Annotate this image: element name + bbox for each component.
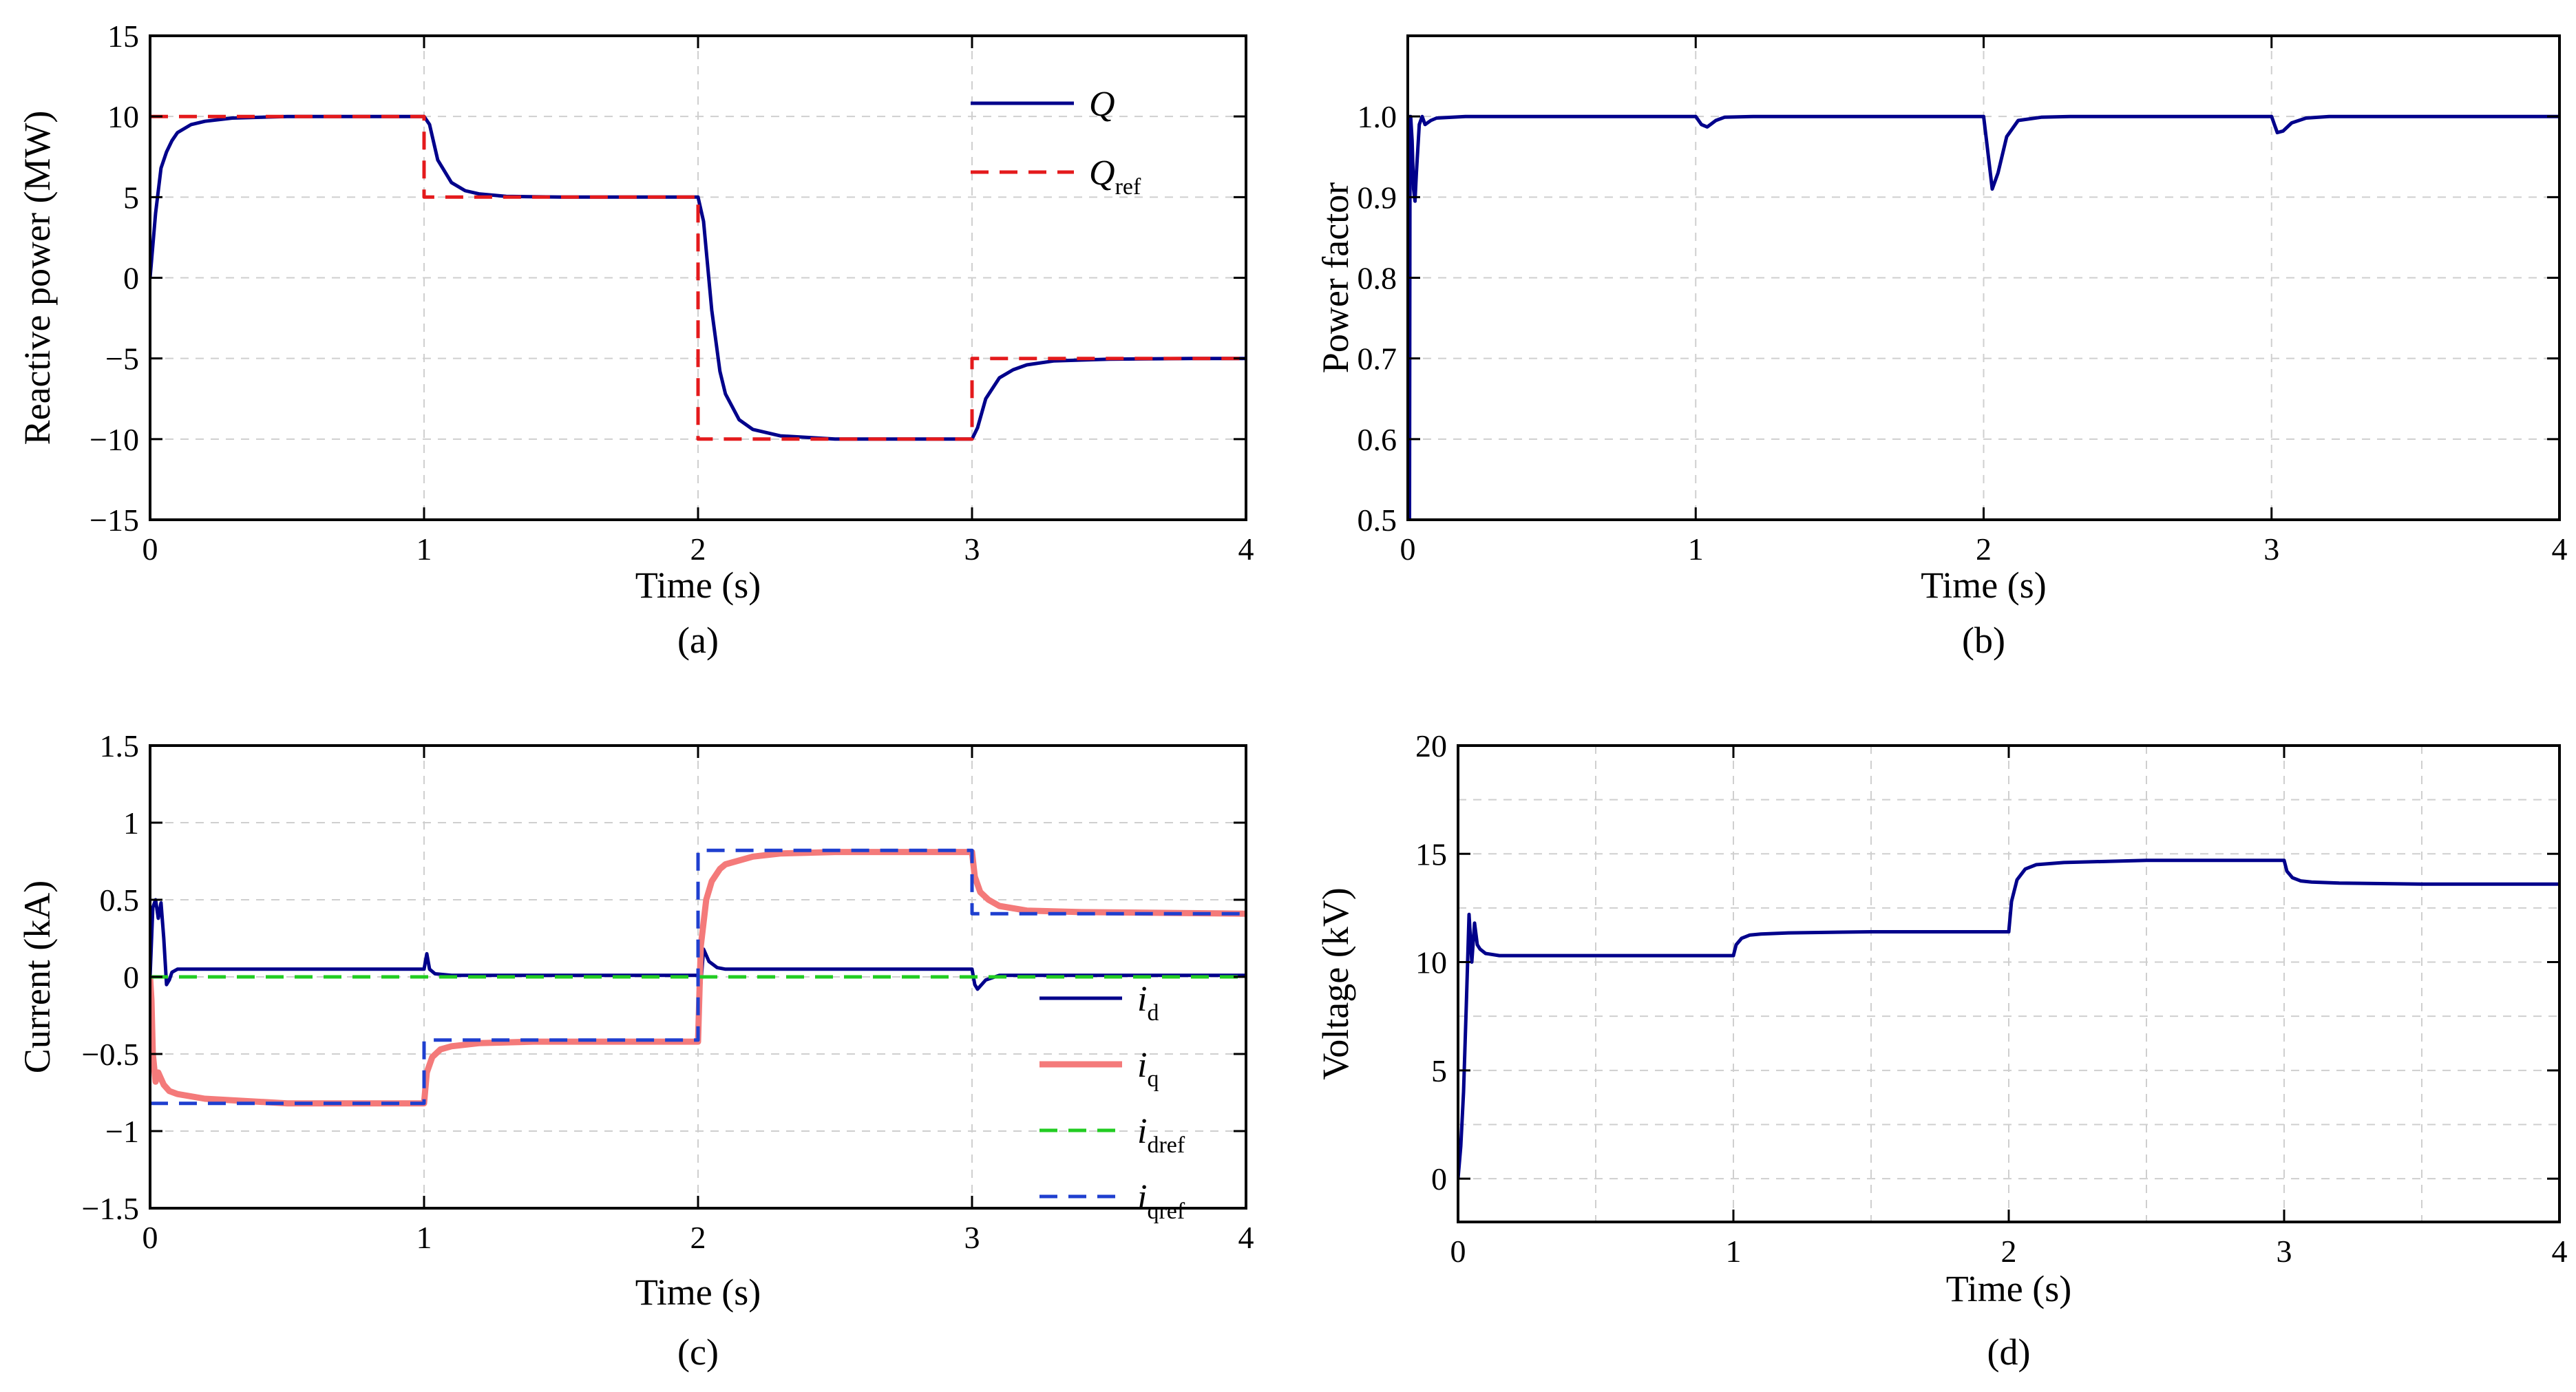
y-tick-label: 0.6 — [1358, 422, 1397, 457]
x-axis-title: Time (s) — [635, 1272, 761, 1313]
panel-label: (b) — [1962, 620, 2005, 661]
y-tick-label: 10 — [1415, 945, 1447, 980]
y-tick-label: −0.5 — [82, 1037, 139, 1072]
y-axis-title: Reactive power (MW) — [17, 111, 58, 445]
y-axis-title: Voltage (kV) — [1315, 887, 1356, 1079]
x-tick-label: 1 — [1688, 531, 1704, 567]
y-tick-label: 20 — [1415, 728, 1447, 763]
x-tick-label: 0 — [142, 1220, 158, 1255]
panel-d-voltage: 0 1 2 3 4 0 5 10 15 20 Time (s) Voltage (kV) (d) — [1315, 728, 2568, 1373]
panel-label: (d) — [1987, 1331, 2031, 1373]
x-axis-title: Time (s) — [1946, 1268, 2072, 1309]
legend-label-qref: Qref — [1089, 154, 1141, 200]
y-tick-label: −5 — [105, 341, 139, 377]
series-line — [1458, 858, 2559, 1179]
x-tick-label: 0 — [142, 531, 158, 567]
y-tick-label: −1.5 — [82, 1191, 139, 1226]
panel-label: (c) — [677, 1331, 719, 1373]
x-tick-label: 0 — [1400, 531, 1416, 567]
x-tick-label: 2 — [690, 531, 706, 567]
y-tick-label: 1.5 — [100, 728, 140, 763]
y-tick-label: 0.7 — [1358, 341, 1397, 377]
plot-frame — [1457, 744, 2561, 1223]
y-tick-label: 15 — [107, 19, 139, 54]
x-tick-label: 1 — [1726, 1234, 1742, 1269]
x-tick-label: 2 — [1976, 531, 1992, 567]
x-tick-label: 3 — [964, 1220, 980, 1255]
x-tick-label: 2 — [690, 1220, 706, 1255]
x-tick-label: 4 — [1238, 531, 1254, 567]
series-line-iqref — [150, 848, 1246, 1106]
x-tick-label: 1 — [416, 1220, 432, 1255]
x-tick-label: 4 — [2552, 531, 2568, 567]
panel-b-power-factor: 0 1 2 3 4 0.5 0.6 0.7 0.8 0.9 1.0 Time (s) Power fac… — [1315, 34, 2568, 661]
panel-label: (a) — [677, 620, 719, 661]
y-tick-label: 5 — [1431, 1053, 1447, 1088]
y-tick-label: 0 — [123, 960, 139, 995]
x-tick-label: 4 — [2552, 1234, 2568, 1269]
y-axis-title: Power factor — [1315, 182, 1356, 373]
y-tick-label: 0.5 — [100, 883, 140, 918]
y-tick-label: 0.9 — [1358, 180, 1397, 215]
legend-label-iqref: iqref — [1137, 1178, 1185, 1224]
panel-a-reactive-power: 0 1 2 3 4 −15 −10 −5 0 5 10 15 Time (s) Reactive powe… — [17, 19, 1254, 661]
x-axis-title: Time (s) — [635, 565, 761, 606]
legend-label-iq: iq — [1137, 1046, 1159, 1092]
x-tick-label: 3 — [964, 531, 980, 567]
y-tick-label: 0 — [123, 261, 139, 296]
y-tick-label: 0.8 — [1358, 261, 1397, 296]
y-tick-label: 0 — [1431, 1161, 1447, 1196]
y-tick-label: 1.0 — [1358, 99, 1397, 134]
x-tick-label: 3 — [2277, 1234, 2292, 1269]
y-tick-label: 10 — [107, 99, 139, 134]
x-tick-label: 3 — [2263, 531, 2279, 567]
x-tick-label: 2 — [2001, 1234, 2017, 1269]
y-tick-label: −10 — [89, 422, 139, 457]
x-axis-title: Time (s) — [1921, 565, 2047, 606]
legend-label-q: Q — [1089, 85, 1115, 124]
y-tick-label: −15 — [89, 503, 139, 538]
x-tick-label: 1 — [416, 531, 432, 567]
legend-label-idref: idref — [1137, 1112, 1185, 1158]
y-tick-label: 1 — [123, 805, 139, 841]
x-tick-label: 4 — [1238, 1220, 1254, 1255]
series-line-id — [150, 898, 1246, 991]
y-tick-label: 15 — [1415, 836, 1447, 872]
y-axis-title: Current (kA) — [17, 880, 58, 1073]
panel-c-current: 0 1 2 3 4 −1.5 −1 −0.5 0 0.5 1 1.5 Time (s) Current (… — [17, 728, 1254, 1373]
y-tick-label: 0.5 — [1358, 503, 1397, 538]
y-tick-label: −1 — [105, 1114, 139, 1149]
legend-label-id: id — [1137, 980, 1159, 1026]
x-tick-label: 0 — [1450, 1234, 1466, 1269]
y-tick-label: 5 — [123, 180, 139, 215]
